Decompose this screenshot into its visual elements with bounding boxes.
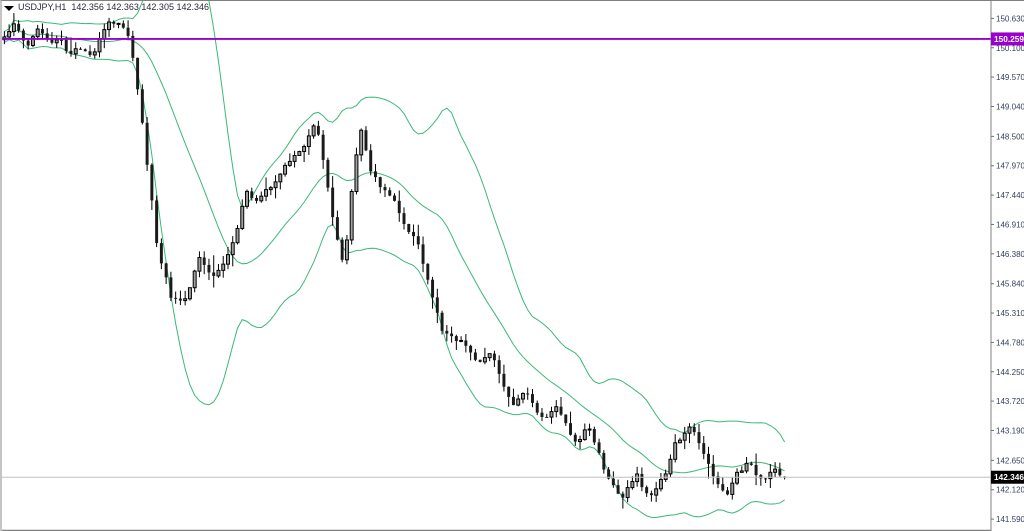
svg-text:143.720: 143.720	[996, 397, 1024, 406]
svg-text:147.440: 147.440	[996, 191, 1024, 200]
svg-text:148.500: 148.500	[996, 132, 1024, 141]
svg-text:149.040: 149.040	[996, 102, 1024, 111]
svg-text:141.590: 141.590	[996, 515, 1024, 524]
svg-text:144.780: 144.780	[996, 338, 1024, 347]
svg-text:149.570: 149.570	[996, 73, 1024, 82]
svg-text:147.970: 147.970	[996, 162, 1024, 171]
svg-text:142.650: 142.650	[996, 456, 1024, 465]
svg-text:146.910: 146.910	[996, 220, 1024, 229]
svg-text:144.250: 144.250	[996, 368, 1024, 377]
svg-text:150.630: 150.630	[996, 14, 1024, 23]
svg-text:150.259: 150.259	[994, 35, 1024, 44]
svg-text:142.120: 142.120	[996, 486, 1024, 495]
svg-text:142.346: 142.346	[994, 473, 1024, 482]
svg-text:145.840: 145.840	[996, 280, 1024, 289]
svg-text:145.310: 145.310	[996, 309, 1024, 318]
svg-text:143.190: 143.190	[996, 426, 1024, 435]
svg-text:146.380: 146.380	[996, 250, 1024, 259]
